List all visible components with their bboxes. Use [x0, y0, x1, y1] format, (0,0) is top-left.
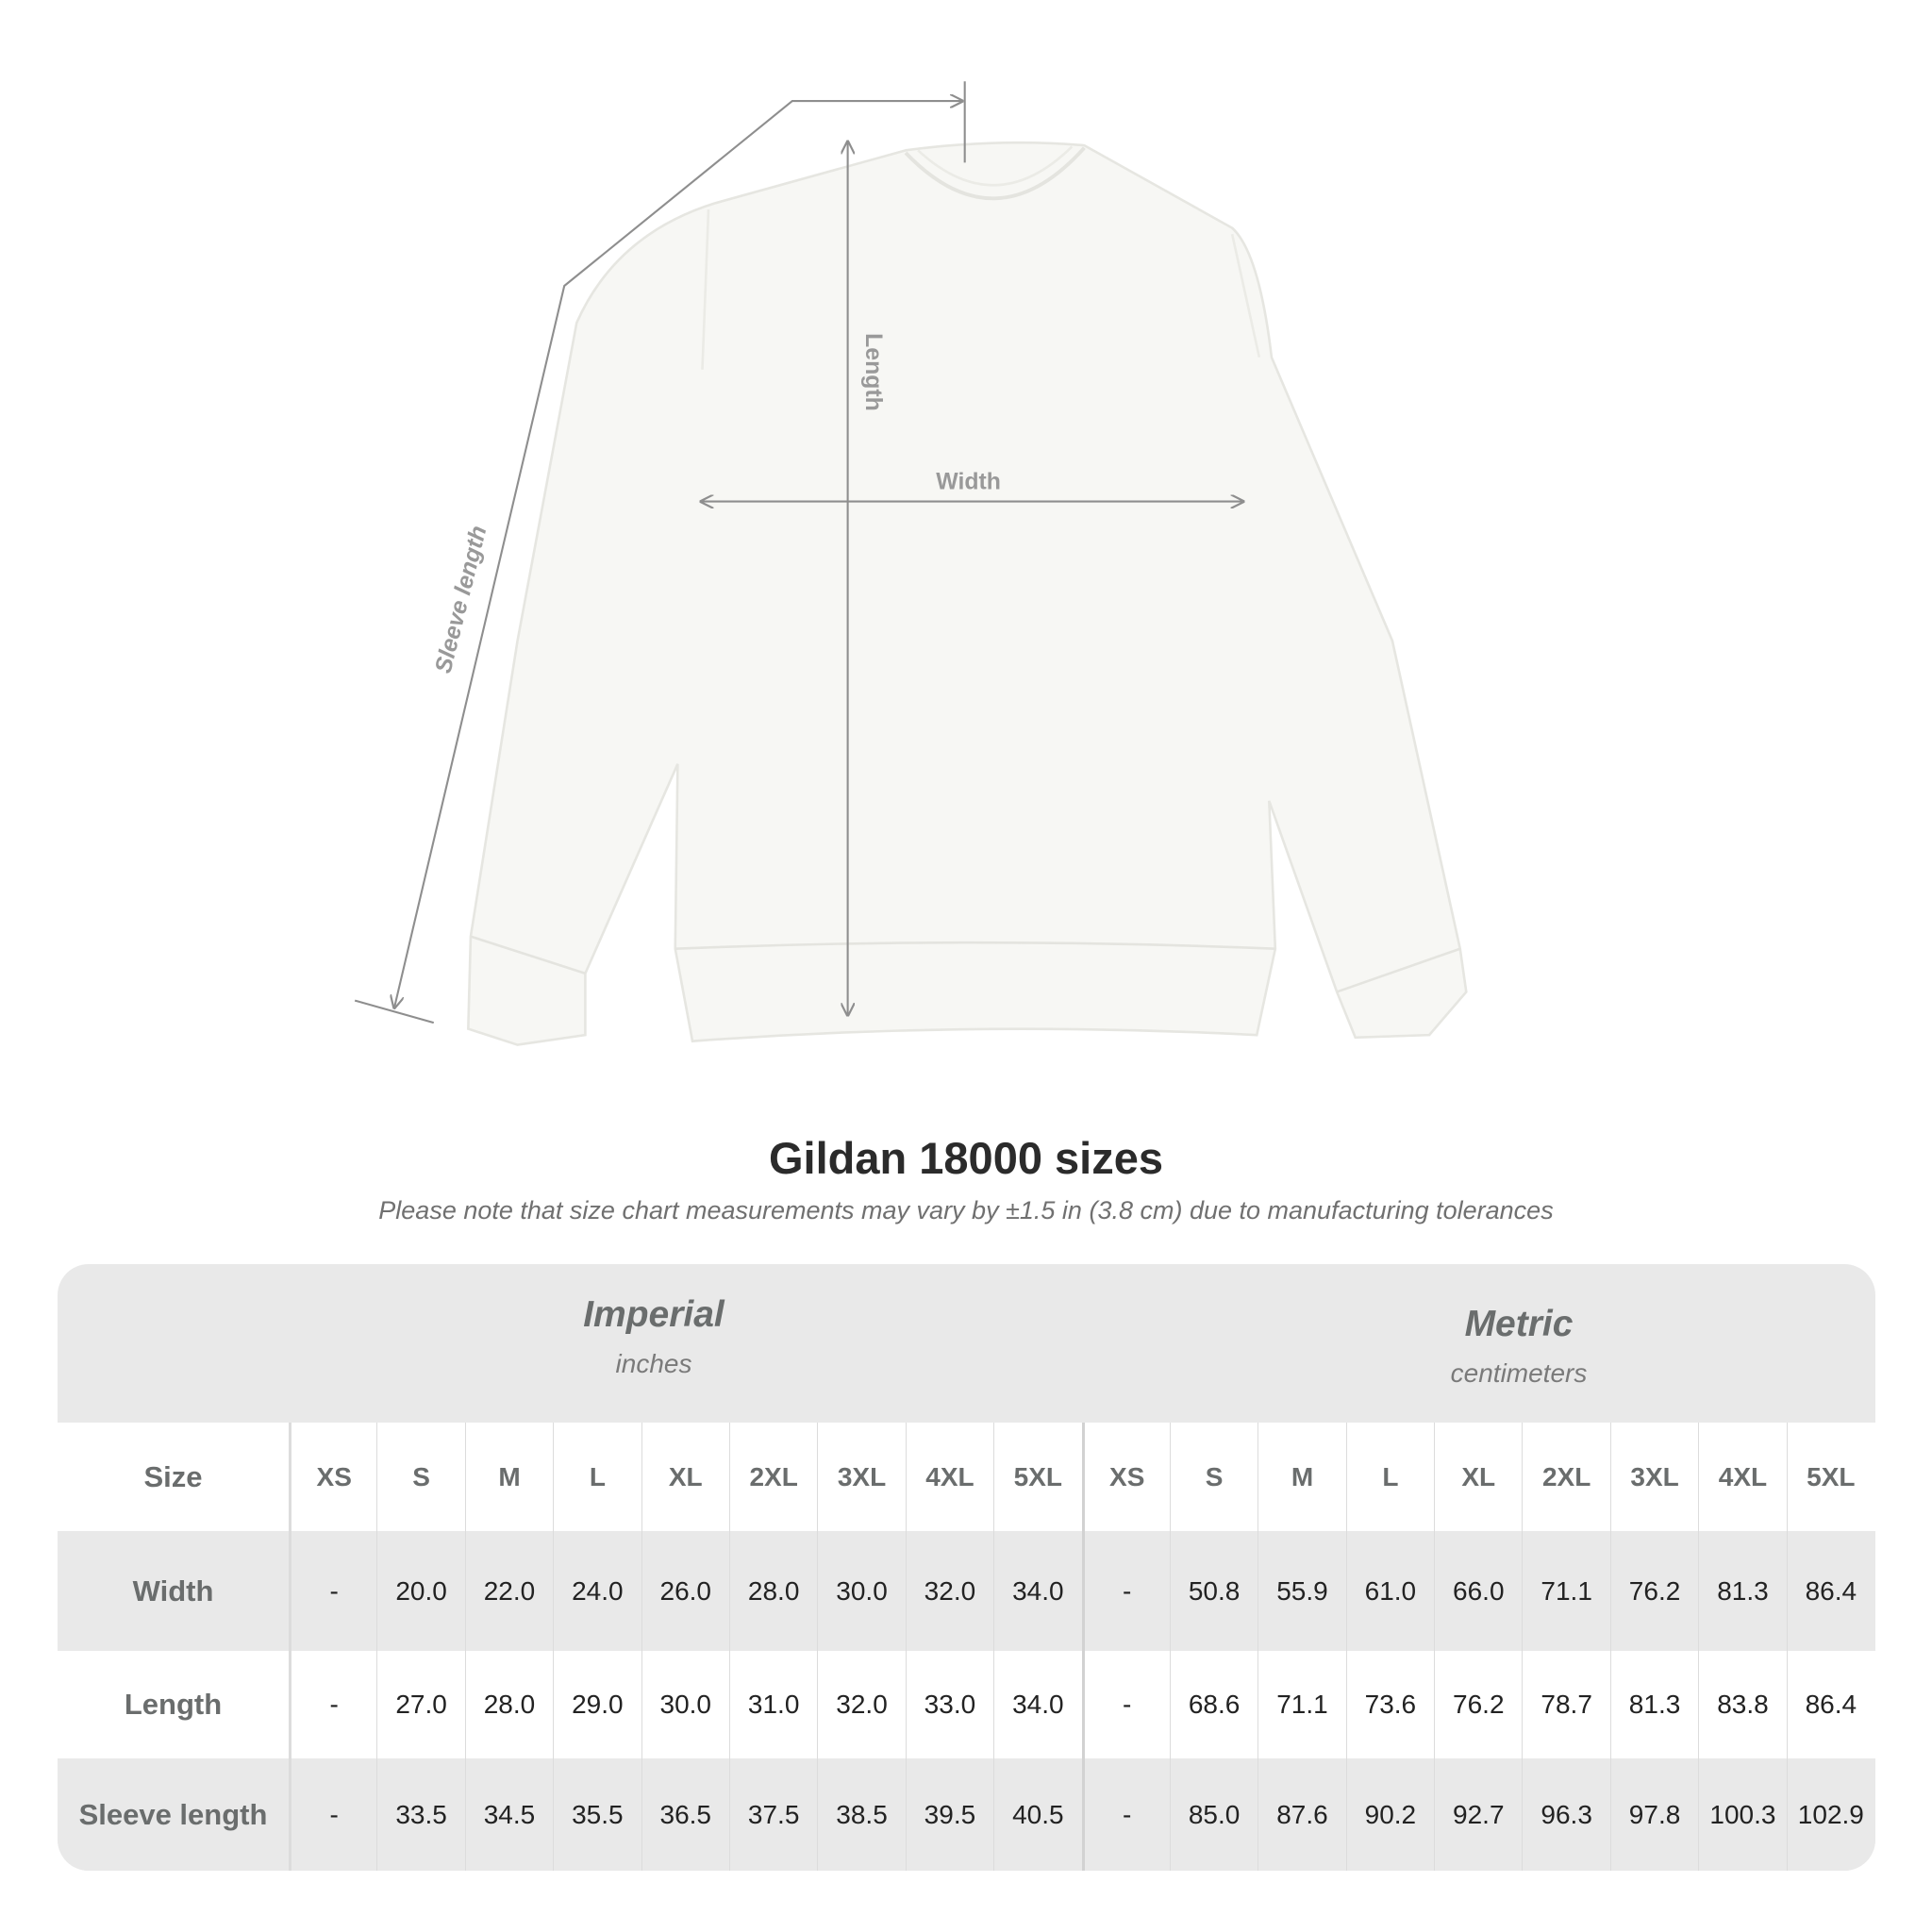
value-cell: 55.9: [1257, 1531, 1345, 1651]
value-cell: 36.5: [641, 1758, 729, 1871]
size-header-cell: M: [1257, 1423, 1345, 1531]
value-cell: 76.2: [1434, 1651, 1522, 1758]
tolerance-note: Please note that size chart measurements…: [378, 1196, 1554, 1224]
value-cell: 97.8: [1609, 1758, 1698, 1871]
imperial-header: Imperial inches: [371, 1294, 937, 1379]
table-row: Length -27.0 28.0 29.0 30.0 31.0 32.0 33.0 34.0-…: [58, 1651, 1875, 1758]
imperial-unit: inches: [615, 1349, 692, 1378]
size-header-cell: 5XL: [993, 1423, 1081, 1531]
value-cell: -: [1081, 1531, 1170, 1651]
size-header-cell: S: [1169, 1423, 1257, 1531]
value-cell: -: [289, 1758, 376, 1871]
size-header-cell: 3XL: [1609, 1423, 1698, 1531]
value-cell: 78.7: [1522, 1651, 1609, 1758]
row-label: Width: [132, 1574, 214, 1607]
value-cell: 76.2: [1609, 1531, 1698, 1651]
value-cell: 38.5: [817, 1758, 905, 1871]
size-header-cell: S: [376, 1423, 464, 1531]
value-cell: 34.5: [464, 1758, 553, 1871]
value-cell: 28.0: [728, 1531, 817, 1651]
value-cell: 35.5: [553, 1758, 641, 1871]
size-header-cell: L: [553, 1423, 641, 1531]
value-cell: 66.0: [1434, 1531, 1522, 1651]
value-cell: 20.0: [376, 1531, 464, 1651]
value-cell: 87.6: [1257, 1758, 1345, 1871]
value-cell: 86.4: [1786, 1531, 1874, 1651]
value-cell: 30.0: [641, 1651, 729, 1758]
value-cell: 96.3: [1522, 1758, 1609, 1871]
value-cell: 32.0: [905, 1531, 993, 1651]
value-cell: 37.5: [728, 1758, 817, 1871]
value-cell: 34.0: [993, 1651, 1081, 1758]
value-cell: -: [1081, 1758, 1170, 1871]
value-cell: 102.9: [1786, 1758, 1874, 1871]
value-cell: -: [1081, 1651, 1170, 1758]
value-cell: 27.0: [376, 1651, 464, 1758]
sleeve-length-line: [394, 101, 962, 1008]
page-title: Gildan 18000 sizes: [768, 1133, 1164, 1183]
value-cell: 85.0: [1169, 1758, 1257, 1871]
value-cell: 26.0: [641, 1531, 729, 1651]
value-cell: 90.2: [1345, 1758, 1434, 1871]
sweatshirt-diagram: Width Length Sleeve length: [354, 81, 1468, 1046]
value-cell: 30.0: [817, 1531, 905, 1651]
value-cell: 100.3: [1698, 1758, 1786, 1871]
value-cell: 68.6: [1169, 1651, 1257, 1758]
row-label: Size: [143, 1459, 203, 1493]
imperial-title: Imperial: [583, 1294, 724, 1335]
value-cell: 92.7: [1434, 1758, 1522, 1871]
length-label: Length: [860, 333, 886, 411]
size-header-cell: XL: [1434, 1423, 1522, 1531]
value-cell: 29.0: [553, 1651, 641, 1758]
value-cell: 31.0: [728, 1651, 817, 1758]
value-cell: -: [289, 1651, 376, 1758]
sweatshirt-image: [466, 141, 1468, 1046]
value-cell: 73.6: [1345, 1651, 1434, 1758]
size-header-cell: M: [464, 1423, 553, 1531]
value-cell: 22.0: [464, 1531, 553, 1651]
value-cell: 39.5: [905, 1758, 993, 1871]
value-cell: 33.0: [905, 1651, 993, 1758]
size-header-cell: 3XL: [817, 1423, 905, 1531]
width-label: Width: [936, 470, 1001, 495]
size-header-cell: XS: [289, 1423, 376, 1531]
table-row: Sleeve length -33.5 34.5 35.5 36.5 37.5 38.5 39…: [58, 1758, 1875, 1871]
value-cell: 71.1: [1257, 1651, 1345, 1758]
value-cell: -: [289, 1531, 376, 1651]
value-cell: 81.3: [1698, 1531, 1786, 1651]
row-label: Sleeve length: [78, 1797, 268, 1831]
value-cell: 86.4: [1786, 1651, 1874, 1758]
value-cell: 32.0: [817, 1651, 905, 1758]
size-header-cell: 4XL: [905, 1423, 993, 1531]
value-cell: 61.0: [1345, 1531, 1434, 1651]
size-header-cell: 2XL: [728, 1423, 817, 1531]
value-cell: 33.5: [376, 1758, 464, 1871]
value-cell: 28.0: [464, 1651, 553, 1758]
metric-title: Metric: [1464, 1304, 1574, 1344]
sleeve-length-label: Sleeve length: [431, 524, 492, 676]
table-row: Width -20.0 22.0 24.0 26.0 28.0 30.0 32.0 34.0-5…: [58, 1531, 1875, 1651]
size-header-row: Size XS S M L XL 2XL 3XL 4XL 5XL XS S M L XL 2XL 3XL 4XL 5…: [58, 1423, 1875, 1531]
size-table: Imperial inches Metric centimeters Size X…: [58, 1264, 1875, 1871]
size-header-cell: 2XL: [1522, 1423, 1609, 1531]
value-cell: 83.8: [1698, 1651, 1786, 1758]
value-cell: 50.8: [1169, 1531, 1257, 1651]
value-cell: 81.3: [1609, 1651, 1698, 1758]
size-header-cell: 4XL: [1698, 1423, 1786, 1531]
value-cell: 34.0: [993, 1531, 1081, 1651]
size-header-cell: L: [1345, 1423, 1434, 1531]
table-header: Imperial inches Metric centimeters: [58, 1264, 1875, 1423]
value-cell: 40.5: [993, 1758, 1081, 1871]
size-header-cell: XS: [1081, 1423, 1170, 1531]
row-label: Length: [124, 1688, 223, 1721]
metric-header: Metric centimeters: [1236, 1304, 1802, 1389]
size-header-cell: XL: [641, 1423, 729, 1531]
size-header-cell: 5XL: [1786, 1423, 1874, 1531]
metric-unit: centimeters: [1450, 1358, 1588, 1388]
value-cell: 24.0: [553, 1531, 641, 1651]
value-cell: 71.1: [1522, 1531, 1609, 1651]
